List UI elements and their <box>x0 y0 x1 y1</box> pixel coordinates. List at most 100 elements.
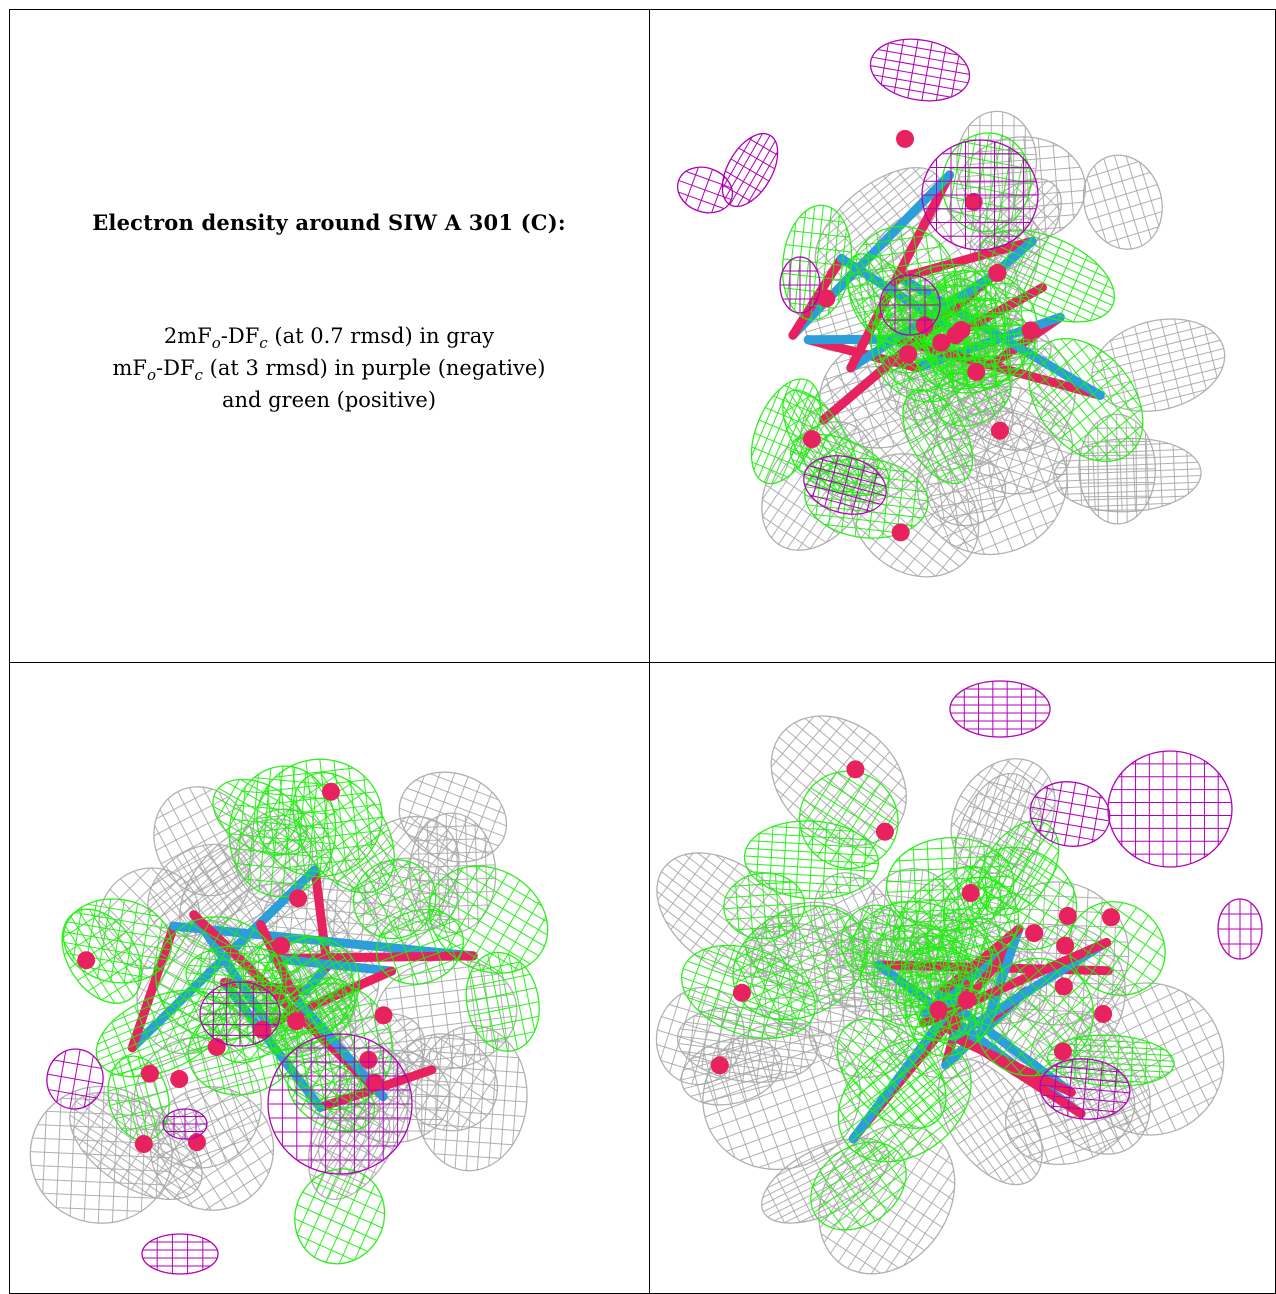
gray-mesh <box>179 818 314 951</box>
oxygen-atom <box>988 263 1007 282</box>
oxygen-atom <box>187 1133 206 1152</box>
oxygen-atom <box>1053 1042 1072 1061</box>
oxygen-atom <box>170 1070 189 1089</box>
purple-mesh <box>869 38 971 102</box>
green-mesh <box>840 904 906 974</box>
density-view-2 <box>10 664 648 1293</box>
green-mesh <box>902 389 974 485</box>
purple-mesh <box>1039 1058 1131 1120</box>
green-mesh <box>95 989 227 1078</box>
green-mesh <box>743 820 880 900</box>
density-view-3-canvas <box>655 680 1263 1275</box>
green-mesh <box>836 1018 947 1129</box>
oxygen-atom <box>961 883 980 902</box>
oxygen-atom <box>374 1006 393 1025</box>
gray-mesh <box>655 986 745 1086</box>
green-mesh <box>798 770 899 870</box>
oxygen-atom <box>321 782 340 801</box>
purple-mesh <box>676 166 734 214</box>
oxygen-atom <box>1056 936 1075 955</box>
gray-mesh <box>414 1024 528 1172</box>
purple-mesh <box>141 1233 219 1275</box>
oxygen-atom <box>802 430 821 449</box>
oxygen-atom <box>964 192 983 211</box>
purple-mesh <box>949 680 1051 738</box>
density-view-2-canvas <box>29 758 549 1275</box>
purple-mesh <box>162 1108 208 1140</box>
border-left <box>9 9 10 1294</box>
gray-mesh <box>29 1085 173 1224</box>
density-view-1-canvas <box>676 38 1226 578</box>
bond <box>982 924 1024 1027</box>
green-mesh <box>292 772 395 894</box>
green-mesh <box>1068 901 1166 996</box>
gray-mesh <box>1082 154 1163 250</box>
oxygen-atom <box>932 333 951 352</box>
caption-line-fofc: mFo-DFc (at 3 rmsd) in purple (negative) <box>112 356 546 385</box>
purple-mesh <box>921 139 1039 251</box>
bond <box>300 962 332 996</box>
bond <box>846 170 955 373</box>
purple-mesh <box>267 1033 413 1175</box>
oxygen-atom <box>1102 908 1121 927</box>
green-mesh <box>932 362 1012 427</box>
bond <box>310 865 332 972</box>
oxygen-atom <box>1054 977 1073 996</box>
gray-mesh <box>656 852 797 978</box>
purple-mesh <box>803 455 887 515</box>
density-view-1 <box>650 10 1275 662</box>
density-view-3 <box>650 664 1275 1293</box>
gray-mesh <box>69 1091 203 1200</box>
border-middle <box>9 662 1276 663</box>
green-mesh <box>375 908 464 985</box>
caption-line-2fofc: 2mFo-DFc (at 0.7 rmsd) in gray <box>163 324 495 353</box>
oxygen-atom <box>817 289 836 308</box>
green-mesh <box>680 944 816 1039</box>
oxygen-atom <box>957 991 976 1010</box>
oxygen-atom <box>140 1064 159 1083</box>
green-mesh <box>810 1141 907 1231</box>
green-mesh <box>723 872 806 940</box>
green-mesh <box>256 758 383 878</box>
oxygen-atom <box>732 983 751 1002</box>
oxygen-atom <box>875 822 894 841</box>
caption-title: Electron density around SIW A 301 (C): <box>92 210 566 235</box>
purple-mesh <box>1217 898 1263 960</box>
gray-mesh <box>818 1123 956 1275</box>
oxygen-atom <box>272 936 291 955</box>
border-center <box>649 9 650 1294</box>
oxygen-atom <box>899 345 918 364</box>
purple-mesh <box>879 274 941 336</box>
green-mesh <box>978 229 1116 323</box>
purple-mesh <box>1107 750 1233 868</box>
purple-mesh <box>721 133 779 207</box>
bond <box>949 1032 1076 1097</box>
oxygen-atom <box>891 523 910 542</box>
green-mesh <box>185 945 302 1008</box>
caption-line-green: and green (positive) <box>221 388 437 412</box>
green-mesh <box>904 927 1003 1057</box>
oxygen-atom <box>1094 1004 1113 1023</box>
purple-mesh <box>199 981 281 1047</box>
purple-mesh <box>1029 781 1111 847</box>
green-mesh <box>428 865 549 974</box>
bond <box>256 919 300 1002</box>
bond <box>895 236 1037 283</box>
oxygen-atom <box>1058 906 1077 925</box>
gray-mesh <box>949 385 1073 495</box>
bond <box>127 921 179 1053</box>
oxygen-atom <box>1025 924 1044 943</box>
oxygen-atom <box>134 1135 153 1154</box>
caption-cell: Electron density around SIW A 301 (C): 2… <box>10 10 648 662</box>
purple-mesh <box>779 256 821 314</box>
oxygen-atom <box>846 760 865 779</box>
oxygen-atom <box>896 129 915 148</box>
oxygen-atom <box>710 1056 729 1075</box>
oxygen-atom <box>929 1000 948 1019</box>
green-mesh <box>465 951 540 1052</box>
oxygen-atom <box>1021 321 1040 340</box>
gray-mesh <box>374 958 518 1070</box>
oxygen-atom <box>967 362 986 381</box>
oxygen-atom <box>990 421 1009 440</box>
